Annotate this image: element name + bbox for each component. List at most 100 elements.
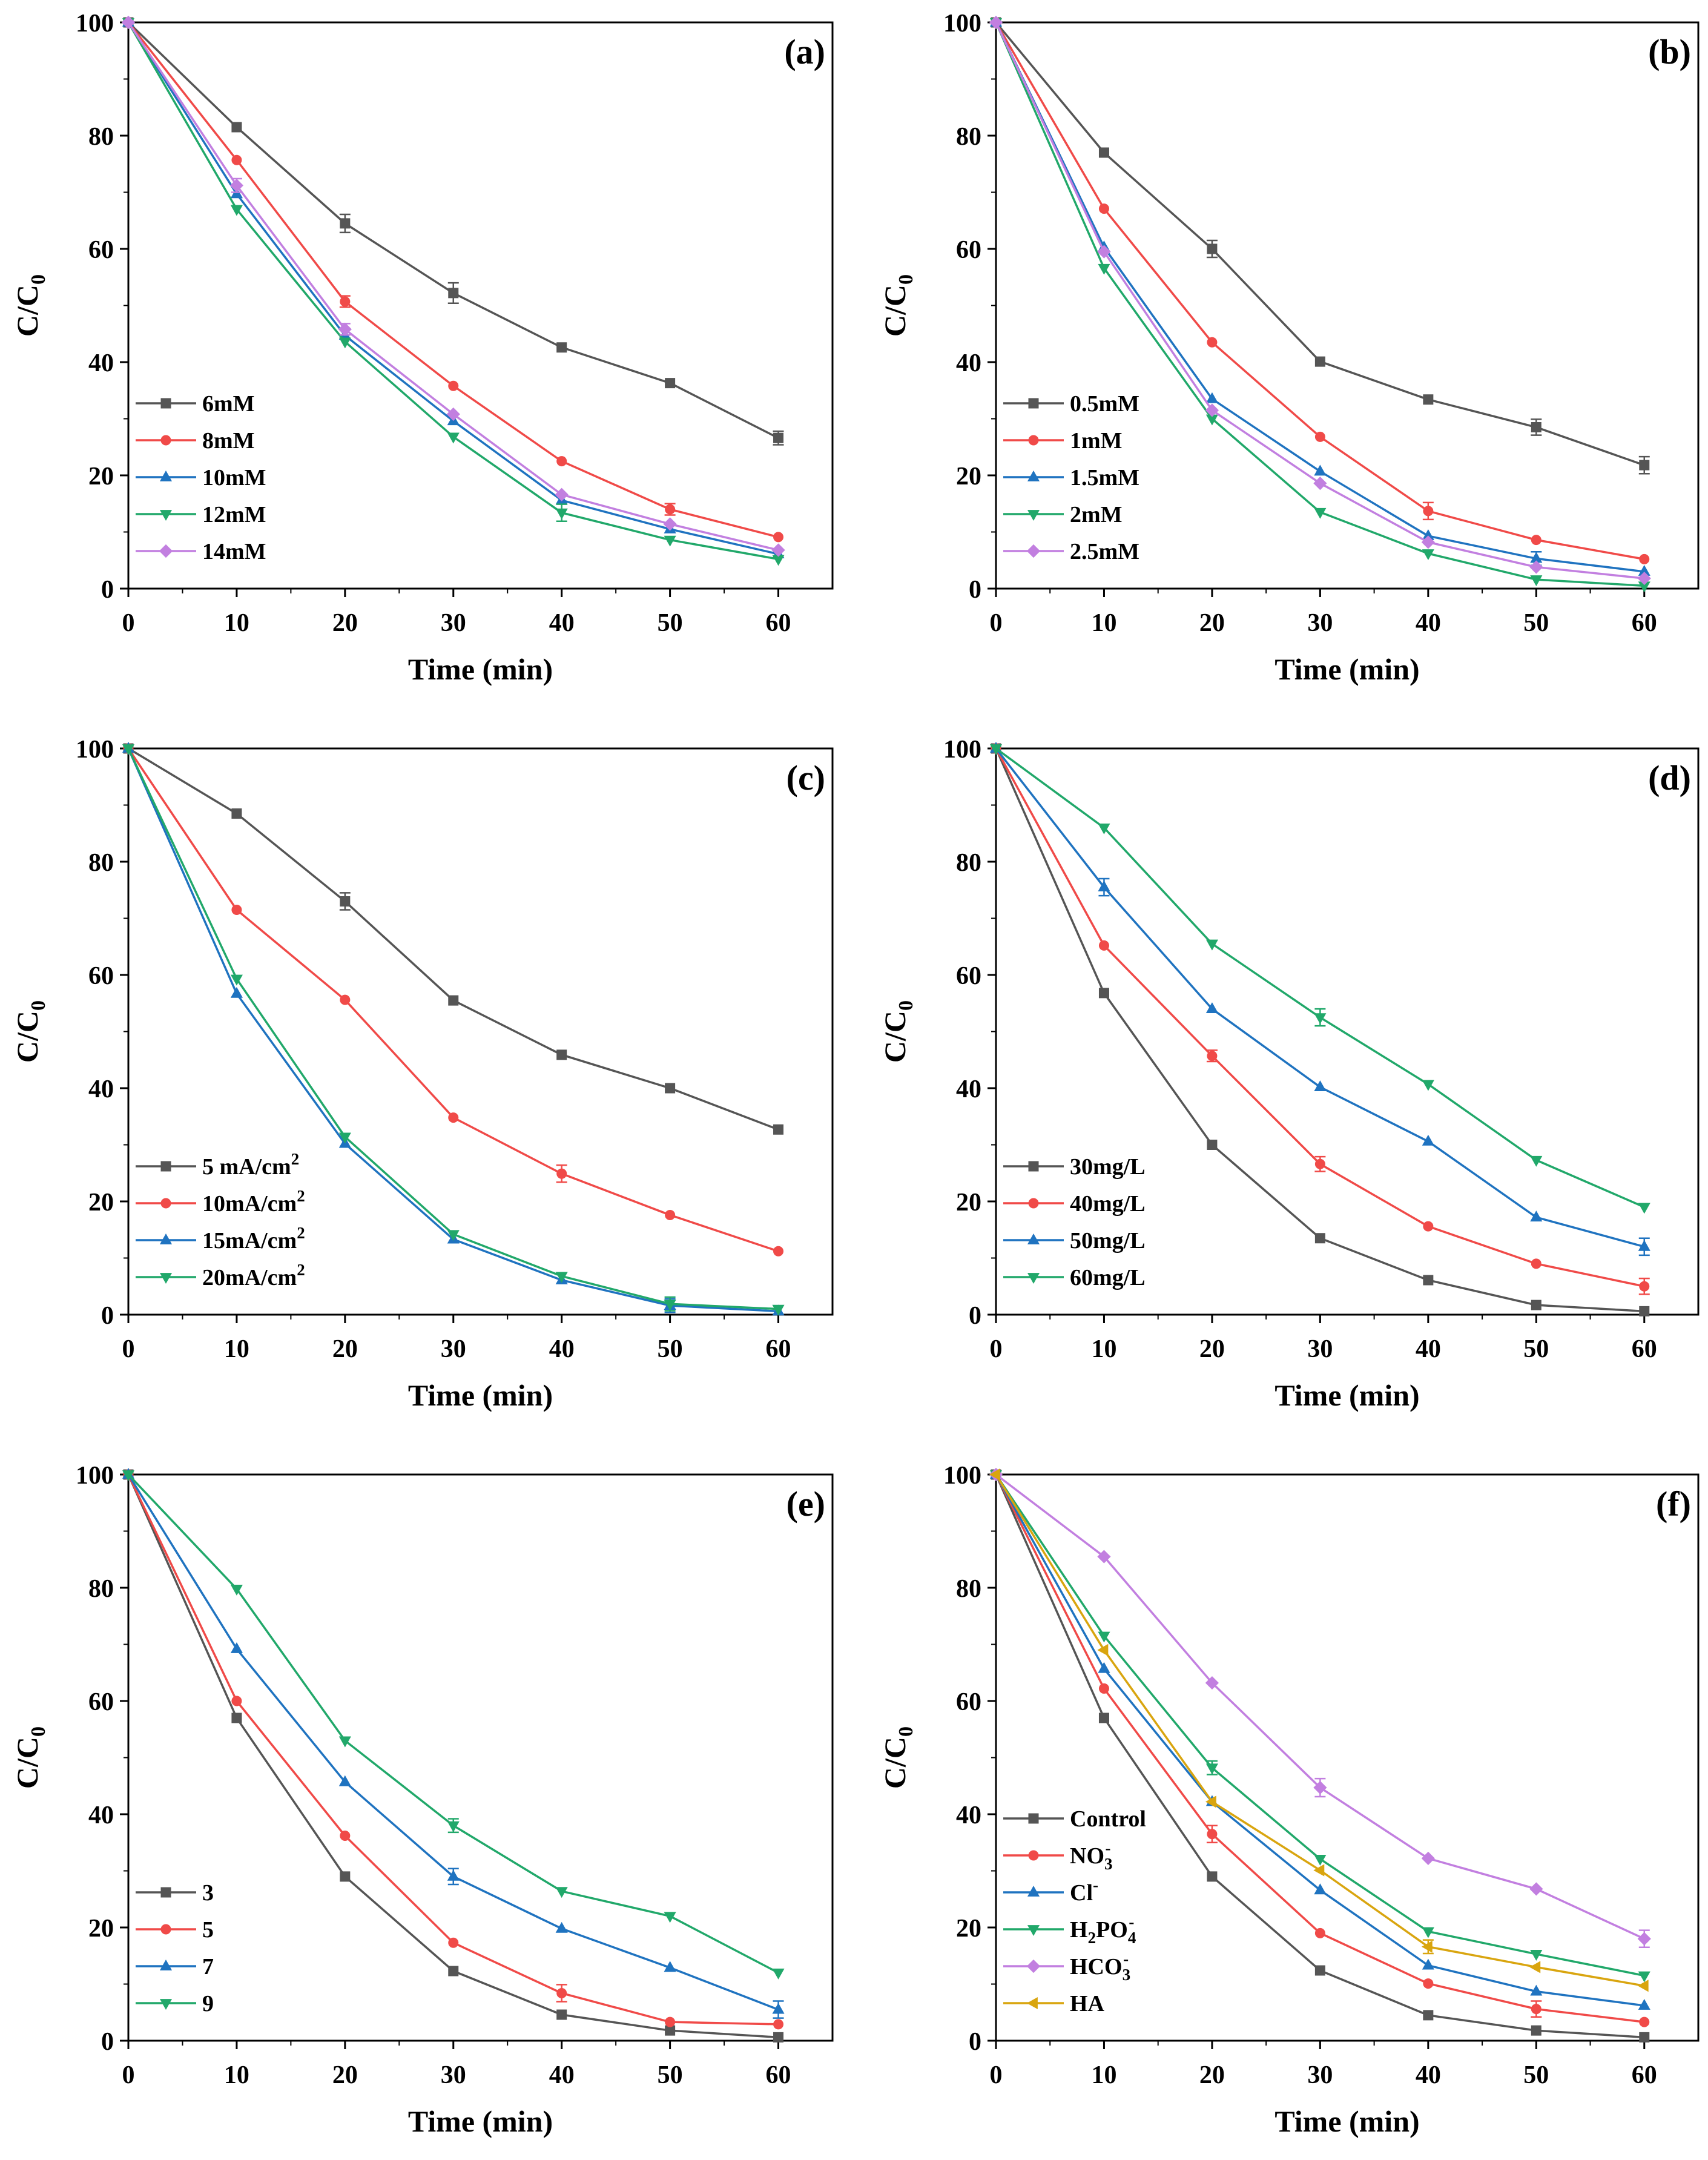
data-point (1639, 553, 1650, 564)
data-point (1098, 824, 1110, 834)
legend-swatch-marker (1026, 544, 1041, 558)
legend-label-superscript: - (1129, 1913, 1134, 1931)
data-point (989, 744, 1003, 756)
legend-swatch-marker (160, 398, 171, 409)
legend-label-text: 2.5mM (1070, 539, 1139, 564)
legend-item: 1.5mM (1003, 465, 1139, 490)
legend-item: 50mg/L (1003, 1228, 1146, 1253)
y-tick-label: 60 (88, 962, 114, 990)
x-axis-title: Time (min) (1274, 2104, 1419, 2138)
x-tick-label: 0 (990, 2061, 1003, 2089)
y-tick-label: 20 (88, 1915, 114, 1943)
data-point (1314, 507, 1327, 519)
data-point (1314, 1013, 1327, 1025)
y-axis-title-main: C/C (878, 285, 912, 337)
legend-swatch-marker (160, 1161, 171, 1172)
y-tick-label: 20 (956, 1189, 981, 1217)
series-line (127, 1474, 779, 2039)
legend-item: 8mM (136, 428, 255, 454)
data-point (1529, 1961, 1541, 1973)
legend-label: 7 (202, 1954, 214, 1980)
legend-swatch-marker (1027, 1273, 1040, 1284)
x-tick-label: 50 (658, 1335, 683, 1363)
series-4 (989, 1467, 1651, 1948)
legend-item: 0.5mM (1003, 391, 1139, 417)
legend-swatch-marker (1028, 1813, 1039, 1824)
data-point (338, 322, 352, 336)
legend-label-text: Cl (1070, 1880, 1093, 1906)
legend-label-text: 5 mA/cm (202, 1154, 291, 1180)
data-point (1637, 1932, 1651, 1946)
y-tick-label: 0 (101, 1302, 114, 1330)
x-tick-label: 50 (1523, 2061, 1549, 2089)
series-1 (123, 17, 784, 543)
x-axis-title: Time (min) (1274, 652, 1419, 686)
data-point (1531, 2004, 1541, 2015)
legend-label: 20mA/cm2 (202, 1261, 305, 1290)
data-point (1423, 506, 1434, 517)
data-point (773, 432, 784, 443)
legend-label-text: 6mM (202, 391, 255, 417)
legend-label-text: 12mM (202, 502, 266, 527)
data-point (664, 1912, 676, 1923)
data-point (231, 154, 242, 165)
data-point (663, 517, 677, 531)
legend-swatch-marker (1027, 1925, 1040, 1937)
data-point (448, 288, 459, 299)
data-point (1421, 1940, 1433, 1953)
data-point (340, 218, 351, 229)
y-axis-title-main: C/C (10, 1011, 44, 1063)
data-point (1207, 337, 1218, 348)
data-point (1639, 2016, 1650, 2027)
y-axis-title-main: C/C (10, 285, 44, 337)
series-4 (989, 15, 1651, 586)
data-point (1530, 575, 1543, 587)
data-point (1422, 1080, 1434, 1091)
series-2 (122, 1467, 785, 2019)
data-point (340, 896, 351, 907)
data-point (1639, 1306, 1650, 1316)
x-tick-label: 0 (122, 609, 135, 637)
data-point (1421, 535, 1435, 549)
legend-swatch-marker (1027, 470, 1040, 481)
data-point (556, 342, 567, 353)
data-point (1423, 394, 1434, 405)
data-point (1421, 1851, 1435, 1866)
legend-item: NO3- (1003, 1839, 1113, 1873)
x-tick-label: 10 (1091, 609, 1116, 637)
legend-label-text: 14mM (202, 539, 266, 564)
y-tick-label: 40 (88, 1075, 114, 1103)
y-tick-label: 100 (76, 1462, 114, 1490)
data-point (446, 407, 460, 421)
data-point (1314, 431, 1325, 442)
y-tick-label: 60 (88, 236, 114, 264)
data-point (1207, 243, 1218, 254)
legend-label: 5 mA/cm2 (202, 1150, 299, 1180)
legend-label-text: Control (1070, 1806, 1146, 1832)
legend-item: 10mM (136, 465, 266, 490)
legend: 0.5mM 1mM 1.5mM 2mM 2.5mM (1003, 391, 1139, 564)
legend-label: 40mg/L (1070, 1191, 1146, 1217)
series-line (127, 21, 779, 538)
data-point (1422, 1134, 1434, 1146)
data-point (665, 2016, 676, 2027)
data-point (1207, 1051, 1218, 1062)
legend-swatch-marker (1028, 1161, 1039, 1172)
data-point (1098, 203, 1109, 214)
series-line (127, 1473, 779, 1974)
legend-label-text: HCO (1070, 1954, 1123, 1980)
legend-swatch-marker (159, 1233, 173, 1244)
legend-item: 20mA/cm2 (136, 1261, 305, 1290)
x-tick-label: 0 (990, 609, 1003, 637)
legend-label: 10mA/cm2 (202, 1187, 305, 1217)
legend-label: 5 (202, 1917, 214, 1943)
series-line (127, 21, 779, 439)
series-1 (991, 743, 1650, 1295)
legend-label-text: 1mM (1070, 428, 1123, 454)
data-point (1098, 1662, 1110, 1673)
legend-item: H2PO4- (1003, 1913, 1136, 1947)
series-0 (123, 1469, 784, 2043)
y-axis-title-subscript: 0 (27, 1000, 50, 1011)
data-point (1313, 1780, 1327, 1795)
